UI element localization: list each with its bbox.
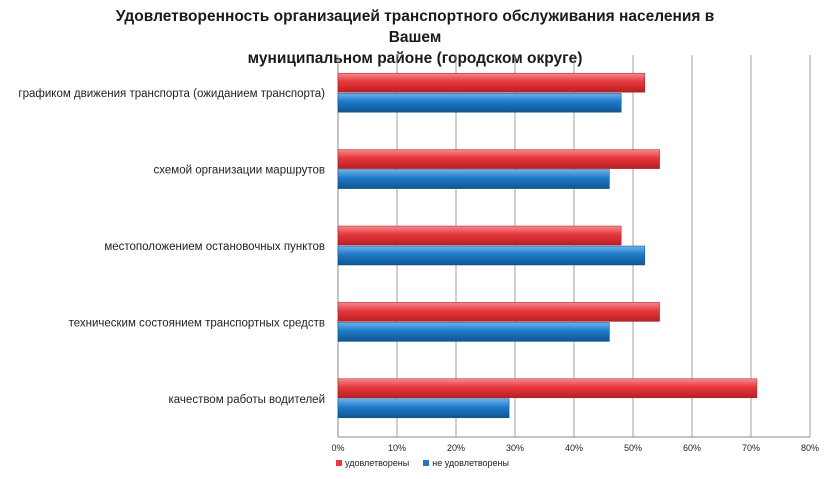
x-tick-label: 20% [447,443,465,453]
bar-satisfied [337,149,660,169]
bar-satisfied [337,72,646,93]
bar-satisfied [337,225,622,246]
category-label: качеством работы водителей [169,394,326,406]
legend-swatch-not-satisfied [423,460,430,466]
bar-not-satisfied [337,92,622,113]
legend-label-satisfied: удовлетворены [345,458,410,468]
category-label: техническим состоянием транспортных сред… [69,317,325,329]
bar-satisfied [337,302,660,322]
chart-title: Удовлетворенность организацией транспорт… [90,6,740,69]
bar-not-satisfied [337,398,510,419]
x-tick-label: 40% [565,443,583,453]
bar-not-satisfied [337,245,646,266]
legend-item-not-satisfied: не удовлетворены [423,458,509,468]
category-label: местоположением остановочных пунктов [104,241,325,253]
legend-swatch-satisfied [336,460,342,466]
bar-not-satisfied [337,322,610,342]
category-label: графиком движения транспорта (ожиданием … [18,88,325,100]
x-tick-label: 70% [742,443,760,453]
x-tick-label: 60% [683,443,701,453]
chart-legend: удовлетворены не удовлетворены [336,458,509,468]
x-tick-label: 10% [388,443,406,453]
bar-not-satisfied [337,169,610,189]
x-tick-label: 50% [624,443,642,453]
x-tick-label: 30% [506,443,524,453]
chart-title-line-2: муниципальном районе (городском округе) [247,50,583,67]
category-label: схемой организации маршрутов [154,165,325,177]
chart-title-line-1: Удовлетворенность организацией транспорт… [115,8,715,46]
bar-satisfied [337,378,758,399]
legend-label-not-satisfied: не удовлетворены [432,458,509,468]
x-tick-label: 80% [801,443,819,453]
legend-item-satisfied: удовлетворены [336,458,409,468]
x-tick-label: 0% [331,443,344,453]
